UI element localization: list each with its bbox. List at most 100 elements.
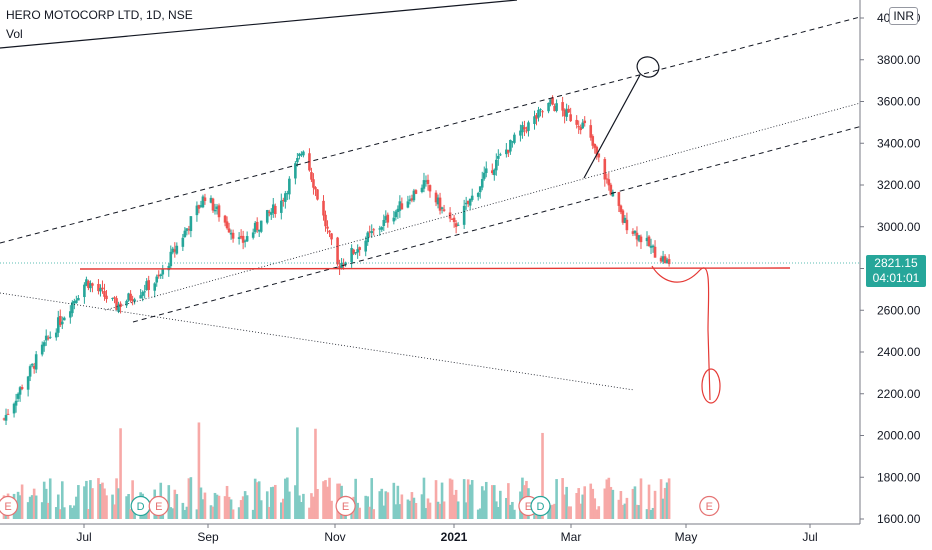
candle-body	[139, 295, 142, 299]
candle-body	[386, 214, 390, 223]
volume-bar	[645, 509, 649, 519]
volume-bar	[185, 506, 189, 519]
volume-bar	[28, 496, 32, 519]
dividend-marker[interactable]: D	[130, 495, 151, 517]
candle-body	[153, 283, 157, 291]
volume-bar	[280, 502, 283, 519]
earnings-marker[interactable]: E	[335, 495, 356, 517]
candle-body	[468, 198, 472, 206]
time-tick-label: Sep	[197, 530, 219, 544]
price-tick-label: 1600.00	[877, 512, 921, 526]
candle-body	[561, 102, 564, 111]
candle-body	[2, 418, 6, 420]
symbol-title[interactable]: HERO MOTOCORP LTD, 1D, NSE	[6, 8, 193, 22]
volume-bar	[211, 506, 215, 519]
time-tick-label: Jul	[76, 530, 91, 544]
volume-bar	[583, 486, 587, 519]
volume-bar	[271, 486, 275, 519]
volume-bar	[495, 501, 498, 519]
candle-body	[231, 232, 235, 239]
volume-bar	[450, 479, 454, 519]
volume-bar	[269, 487, 273, 519]
candle-body	[75, 300, 78, 304]
volume-bar	[32, 488, 36, 519]
candle-body	[169, 251, 173, 267]
volume-bar	[410, 492, 414, 519]
currency-label[interactable]: INR	[889, 7, 918, 25]
volume-bar	[245, 495, 249, 519]
volume-bar	[464, 502, 468, 519]
earnings-marker[interactable]: E	[0, 495, 19, 517]
candle-body	[633, 230, 637, 234]
volume-bar	[48, 478, 52, 519]
volume-bar	[625, 497, 629, 519]
candle-body	[129, 293, 132, 301]
earnings-marker[interactable]: E	[699, 495, 720, 517]
candle-body	[484, 168, 488, 174]
candle-body	[257, 229, 261, 232]
candle-body	[354, 252, 357, 254]
volume-bar	[189, 477, 193, 519]
candle-body	[533, 116, 536, 124]
earnings-marker[interactable]: E	[148, 495, 169, 517]
volume-bar	[215, 494, 219, 519]
candle-body	[225, 221, 229, 229]
volume-bar	[358, 507, 361, 519]
candle-body	[466, 200, 470, 204]
candle-body	[563, 109, 566, 117]
time-tick-label: May	[675, 530, 698, 544]
volume-bar	[394, 504, 398, 519]
volume-bar	[316, 488, 319, 519]
volume-bar	[209, 505, 213, 519]
volume-bar	[103, 488, 106, 519]
volume-bar	[69, 505, 72, 519]
candle-body	[541, 111, 544, 113]
event-letter: D	[137, 501, 145, 513]
candle-body	[282, 199, 285, 201]
candle-body	[607, 179, 611, 186]
volume-bar	[231, 509, 235, 519]
candle-body	[408, 199, 412, 201]
candle-body	[464, 202, 468, 205]
volume-bar	[14, 506, 18, 519]
volume-bar	[454, 489, 458, 519]
candle-body	[509, 140, 512, 152]
volume-bar	[384, 491, 388, 519]
volume-bar	[169, 507, 173, 519]
candle-body	[115, 298, 118, 310]
candle-body	[326, 226, 329, 229]
candle-body	[350, 248, 353, 263]
volume-bar	[637, 505, 641, 519]
volume-bar	[607, 477, 611, 519]
volume-indicator-label[interactable]: Vol	[6, 27, 23, 41]
candle-body	[551, 97, 554, 105]
candle-body	[105, 295, 108, 300]
candle-body	[497, 155, 500, 159]
candle-body	[535, 115, 538, 119]
candle-body	[245, 236, 249, 242]
candle-body	[356, 249, 359, 253]
candle-body	[312, 179, 315, 188]
candle-body	[422, 180, 426, 189]
volume-bar	[567, 506, 570, 519]
volume-bar	[422, 477, 426, 519]
volume-bar	[569, 506, 572, 519]
candle-body	[213, 209, 217, 212]
volume-bar	[20, 484, 24, 519]
volume-bar	[631, 488, 635, 519]
candle-body	[364, 240, 368, 252]
candle-body	[394, 211, 398, 218]
volume-bar	[75, 496, 78, 519]
volume-bar	[18, 495, 22, 519]
candle-body	[621, 210, 625, 223]
candle-body	[521, 125, 524, 133]
candle-body	[251, 232, 255, 238]
candle-body	[623, 217, 627, 224]
candle-body	[366, 232, 370, 243]
dividend-marker[interactable]: D	[530, 495, 551, 517]
candle-body	[406, 201, 410, 208]
volume-bar	[223, 496, 227, 519]
candle-body	[597, 153, 601, 158]
